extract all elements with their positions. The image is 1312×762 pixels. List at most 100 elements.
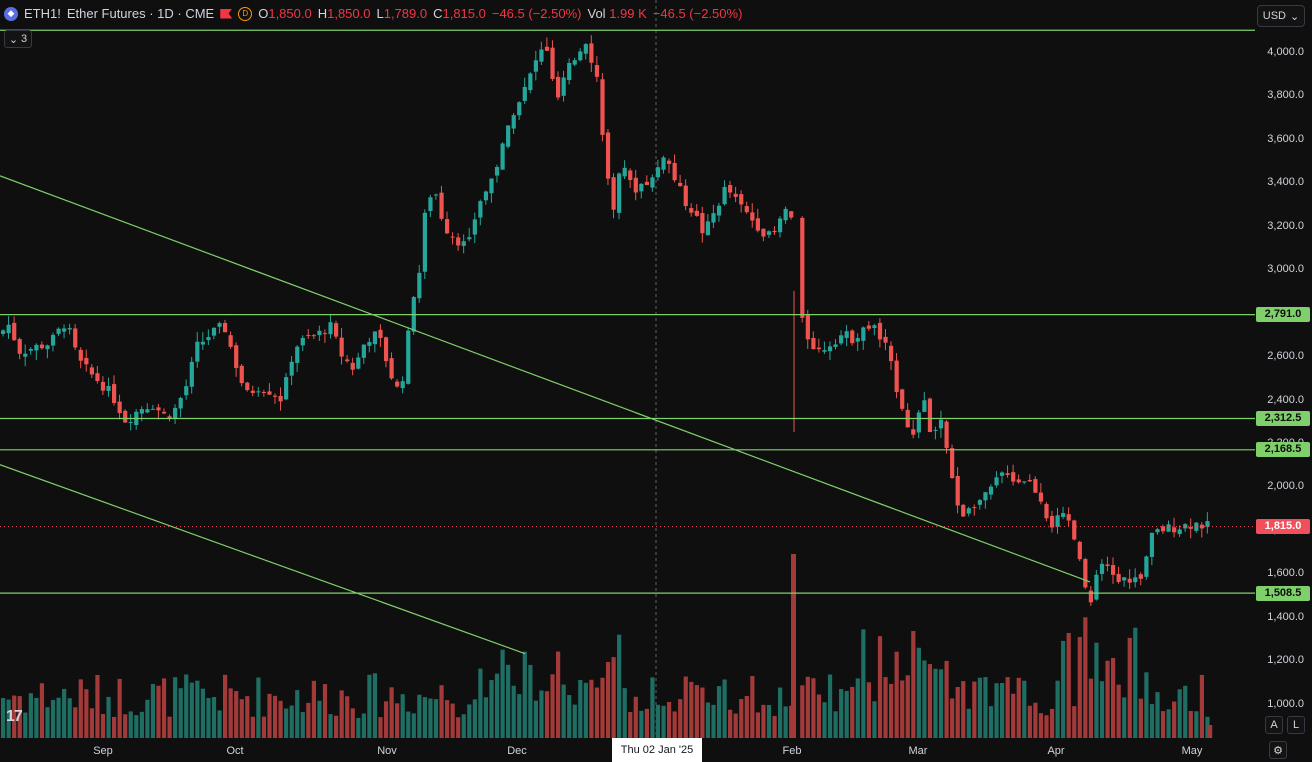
- volume-bar: [694, 685, 699, 738]
- candle-body: [994, 477, 999, 486]
- volume-bar: [372, 673, 378, 738]
- candle-body: [733, 193, 738, 197]
- volume-bar: [472, 699, 477, 738]
- volume-bar: [905, 675, 910, 738]
- price-tick-label: 3,200.0: [1267, 219, 1304, 232]
- time-tick-label: Feb: [782, 745, 802, 757]
- candle-body: [1138, 574, 1143, 579]
- time-tick-label: Nov: [377, 745, 397, 757]
- candle-body: [139, 409, 144, 414]
- volume-bar: [955, 686, 960, 738]
- volume-bar: [195, 680, 200, 738]
- candle-body: [123, 410, 128, 423]
- volume-bar: [1133, 627, 1138, 738]
- candle-body: [167, 416, 172, 419]
- candle-body: [78, 349, 83, 361]
- candle-body: [195, 341, 200, 362]
- volume-bar: [461, 714, 466, 738]
- candle-body: [317, 330, 322, 336]
- volume-bar: [406, 711, 411, 738]
- volume-bar: [850, 686, 855, 738]
- volume-bar: [933, 668, 938, 738]
- currency-label: USD: [1262, 10, 1286, 22]
- candle-body: [633, 177, 638, 193]
- candle-body: [661, 157, 666, 170]
- volume-bar: [655, 704, 661, 738]
- volume-bar: [1205, 716, 1210, 738]
- volume-bar: [317, 700, 322, 738]
- volume-bar: [739, 699, 744, 738]
- volume-bar: [872, 701, 877, 738]
- volume-bar: [805, 676, 810, 738]
- volume-bar: [217, 710, 222, 738]
- candle-body: [145, 409, 150, 413]
- log-scale-button[interactable]: L: [1287, 716, 1305, 734]
- volume-bar: [245, 696, 250, 738]
- candle-body: [184, 386, 189, 396]
- volume-bar: [272, 695, 278, 738]
- symbol-name[interactable]: ETH1!: [24, 6, 61, 21]
- candle-body: [1011, 472, 1016, 482]
- candle-body: [256, 391, 261, 393]
- volume-bar: [1066, 632, 1071, 738]
- candle-body: [100, 381, 106, 391]
- volume-bar: [367, 674, 372, 738]
- volume-bar: [150, 683, 156, 738]
- indicators-toggle[interactable]: ⌄ 3: [4, 30, 32, 48]
- volume-bar: [944, 660, 949, 738]
- volume-bar: [622, 688, 627, 738]
- candlestick-chart[interactable]: [0, 0, 1255, 738]
- candle-body: [739, 194, 744, 205]
- chart-plot-area[interactable]: [0, 0, 1255, 738]
- delayed-data-icon[interactable]: D: [238, 6, 253, 21]
- volume-bar: [977, 677, 982, 738]
- volume-bar: [617, 634, 622, 738]
- time-tick-label: May: [1181, 745, 1203, 757]
- candle-body: [789, 211, 794, 218]
- level-price-badge[interactable]: 2,791.0: [1256, 307, 1310, 323]
- volume-bar: [672, 711, 677, 738]
- currency-selector[interactable]: USD ⌄: [1257, 5, 1305, 27]
- candle-body: [1077, 541, 1082, 560]
- candle-body: [417, 272, 422, 299]
- volume-bar: [866, 682, 871, 738]
- volume-bar: [1149, 704, 1155, 738]
- settings-gear-icon[interactable]: ⚙: [1269, 741, 1287, 759]
- volume-bar: [528, 664, 533, 738]
- candle-body: [716, 205, 722, 216]
- candle-body: [805, 314, 810, 340]
- volume-bar: [844, 690, 849, 738]
- tradingview-logo[interactable]: 17: [6, 708, 23, 725]
- candle-body: [1122, 577, 1127, 581]
- volume-bar: [1166, 709, 1171, 738]
- candle-body: [356, 357, 361, 369]
- candle-body: [228, 335, 233, 347]
- volume-bar: [816, 694, 822, 738]
- candle-body: [617, 173, 622, 213]
- candle-body: [494, 167, 500, 176]
- ethereum-icon: ◆: [4, 6, 18, 21]
- volume-bar: [550, 674, 555, 738]
- flag-icon[interactable]: [220, 8, 233, 19]
- candle-body: [350, 362, 355, 370]
- candle-body: [395, 381, 400, 387]
- candle-body: [644, 181, 649, 186]
- volume-bar: [583, 682, 588, 738]
- volume-bar: [1049, 708, 1055, 738]
- volume-bar: [356, 717, 361, 738]
- candle-body: [456, 237, 461, 246]
- volume-bar: [178, 688, 183, 738]
- auto-scale-button[interactable]: A: [1265, 716, 1283, 734]
- candle-body: [245, 382, 250, 391]
- level-price-badge[interactable]: 2,312.5: [1256, 411, 1310, 427]
- candle-body: [1205, 521, 1210, 527]
- volume-bar: [761, 704, 766, 738]
- price-axis[interactable]: 4,000.0 3,800.0 3,600.0 3,400.0 3,200.0 3,000…: [1255, 0, 1312, 738]
- level-price-badge[interactable]: 1,508.5: [1256, 585, 1310, 601]
- volume-bar: [889, 683, 894, 738]
- candle-body: [483, 191, 489, 201]
- candle-body: [1027, 479, 1032, 482]
- volume-bar: [988, 706, 994, 738]
- level-price-badge[interactable]: 2,168.5: [1256, 442, 1310, 458]
- volume-bar: [239, 699, 244, 738]
